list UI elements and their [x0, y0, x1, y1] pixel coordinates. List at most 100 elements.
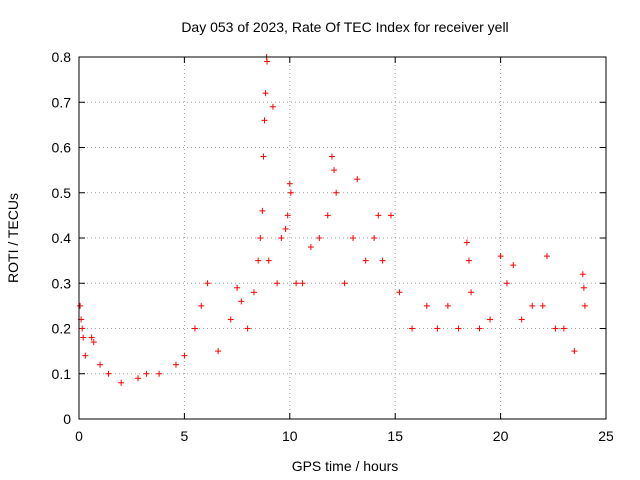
data-point [497, 253, 504, 260]
data-point [552, 325, 559, 332]
data-point [261, 117, 268, 124]
data-point [262, 90, 269, 97]
data-point [286, 180, 293, 187]
y-axis-label: ROTI / TECUs [5, 193, 21, 283]
data-point [487, 316, 494, 323]
data-point [396, 289, 403, 296]
x-tick-label: 0 [75, 428, 83, 444]
data-point [259, 207, 266, 214]
data-point [135, 375, 142, 382]
data-point [579, 271, 586, 278]
data-point [284, 212, 291, 219]
data-point [539, 302, 546, 309]
data-point [257, 235, 264, 241]
data-point [465, 257, 472, 264]
y-tick-label: 0.7 [52, 94, 72, 110]
y-tick-label: 0.3 [52, 275, 72, 291]
data-point [269, 103, 276, 110]
data-point [375, 212, 382, 219]
data-point [354, 176, 361, 183]
data-point [88, 334, 95, 341]
y-tick-label: 0.8 [52, 49, 72, 65]
data-point [255, 257, 262, 264]
data-point [198, 302, 205, 309]
data-point [278, 235, 285, 241]
plot-frame [78, 56, 607, 420]
data-point [264, 58, 271, 65]
data-point [79, 325, 86, 332]
data-point [324, 212, 331, 219]
data-point [333, 189, 340, 196]
data-point [77, 302, 84, 309]
grid-lines [79, 57, 606, 419]
data-point [260, 153, 267, 160]
data-point [282, 225, 289, 232]
data-point [331, 167, 338, 174]
data-point [82, 352, 89, 359]
data-point [350, 235, 357, 241]
data-point [341, 280, 348, 287]
data-point [191, 325, 198, 332]
data-point [571, 348, 578, 355]
data-point [423, 302, 430, 309]
data-point [476, 325, 483, 332]
data-point [463, 239, 470, 246]
data-point [181, 352, 188, 359]
data-point [204, 280, 211, 287]
data-point [172, 361, 179, 368]
data-point [387, 212, 394, 219]
x-tick-label: 10 [282, 428, 298, 444]
data-point [250, 289, 257, 296]
data-point [293, 280, 300, 287]
data-point [238, 298, 245, 305]
data-point [581, 302, 588, 309]
data-point [274, 280, 281, 287]
data-point [371, 235, 378, 241]
data-point [362, 257, 369, 264]
data-point [316, 235, 323, 241]
data-point [379, 257, 386, 264]
data-point [503, 280, 510, 287]
chart-title: Day 053 of 2023, Rate Of TEC Index for r… [181, 19, 508, 35]
data-point [510, 262, 517, 269]
x-tick-label: 20 [493, 428, 509, 444]
y-tick-label: 0 [63, 411, 71, 427]
data-points [77, 54, 588, 386]
data-point [328, 153, 335, 160]
data-point [287, 189, 294, 196]
x-tick-label: 15 [387, 428, 403, 444]
data-point [307, 244, 314, 251]
data-point [90, 339, 97, 346]
y-tick-label: 0.4 [52, 230, 72, 246]
data-point [143, 370, 150, 377]
data-point [118, 379, 125, 386]
x-axis-label: GPS time / hours [292, 458, 399, 474]
data-point [97, 361, 104, 368]
data-point [518, 316, 525, 323]
y-tick-label: 0.2 [52, 321, 72, 337]
data-point [215, 348, 222, 355]
data-point [265, 257, 272, 264]
y-tick-label: 0.6 [52, 140, 72, 156]
data-point [455, 325, 462, 332]
data-point [80, 334, 87, 341]
data-point [580, 284, 587, 291]
y-tick-label: 0.5 [52, 185, 72, 201]
data-point [156, 370, 163, 377]
data-point [434, 325, 441, 332]
data-point [543, 253, 550, 260]
data-point [299, 280, 306, 287]
y-tick-label: 0.1 [52, 366, 72, 382]
data-point [560, 325, 567, 332]
x-tick-label: 5 [181, 428, 189, 444]
data-point [409, 325, 416, 332]
data-point [444, 302, 451, 309]
data-point [105, 370, 112, 377]
data-point [468, 289, 475, 296]
x-tick-label: 25 [598, 428, 614, 444]
data-point [227, 316, 234, 323]
data-point [234, 284, 241, 291]
data-point [244, 325, 251, 332]
